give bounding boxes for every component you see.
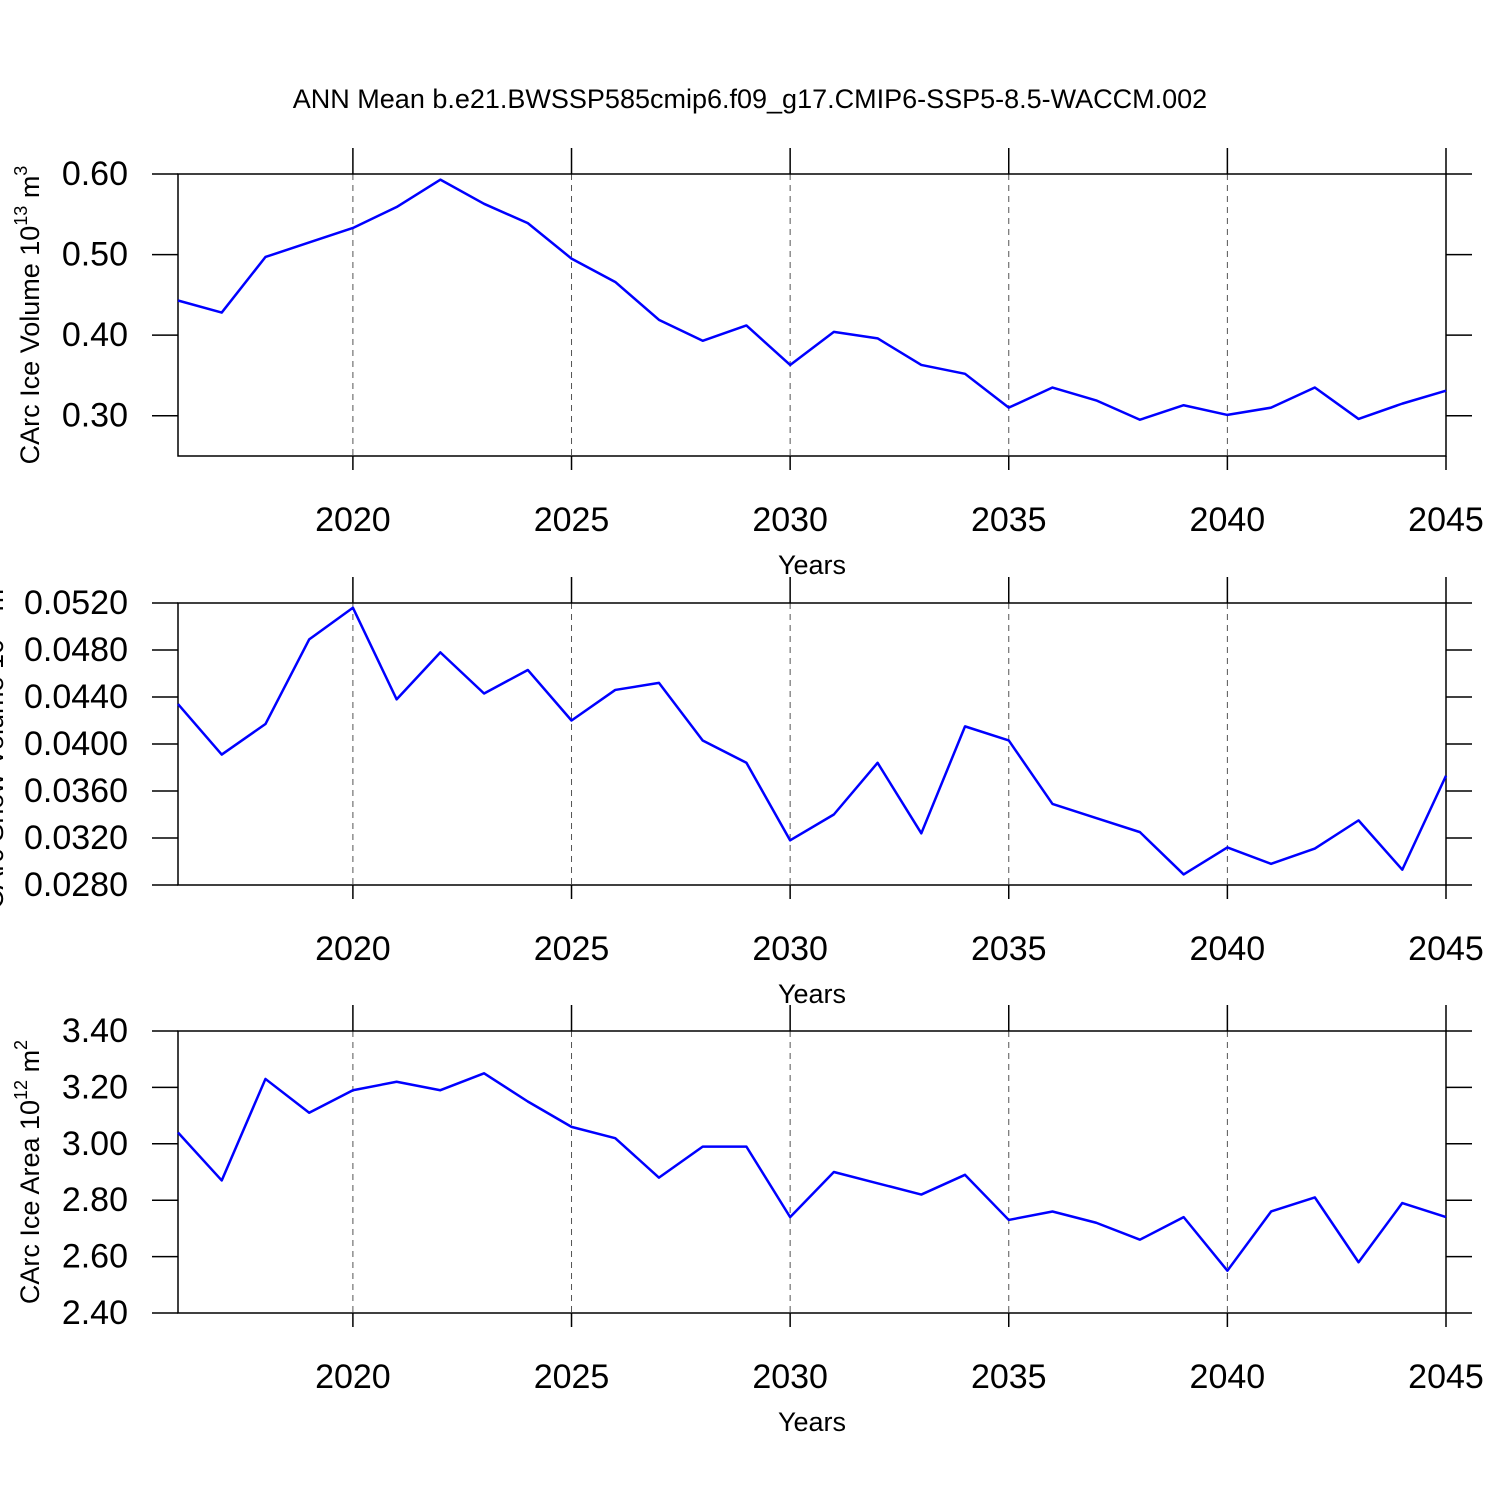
y-axis-label-part: CArc Ice Volume 10 xyxy=(15,226,45,465)
x-tick-label: 2045 xyxy=(1408,1358,1484,1396)
plot-frame xyxy=(177,602,1447,886)
x-tick-label: 2035 xyxy=(971,1358,1047,1396)
y-axis-label-part: 13 xyxy=(11,206,31,226)
y-axis-label-part: 12 xyxy=(11,1080,31,1100)
x-tick-label: 2020 xyxy=(315,1358,391,1396)
y-axis-label-part: CArc Ice Area 10 xyxy=(15,1100,45,1304)
x-tick-label: 2045 xyxy=(1408,930,1484,968)
x-tick-label: 2040 xyxy=(1190,930,1266,968)
y-axis-label: CArc Ice Volume 1013 m3 xyxy=(11,166,45,465)
y-tick-label: 0.40 xyxy=(62,316,128,354)
x-tick-label: 2025 xyxy=(534,1358,610,1396)
y-tick-label: 3.20 xyxy=(62,1068,128,1106)
panel: 2020 2025 2030 2035 2040 2045 0.0280 0.0320 0.03… xyxy=(0,577,1484,1009)
x-tick-label: 2035 xyxy=(971,930,1047,968)
y-axis-label-part: 2 xyxy=(11,1040,31,1050)
y-axis-label-part: m xyxy=(15,1050,45,1080)
y-axis-label-part: CArc Snow Volume 10 xyxy=(0,639,9,909)
y-axis-label: CArc Ice Area 1012 m2 xyxy=(11,1040,45,1304)
plot-frame xyxy=(177,173,1447,457)
x-tick-label: 2020 xyxy=(315,930,391,968)
y-tick-label: 0.0280 xyxy=(24,866,128,904)
x-axis-label: Years xyxy=(778,550,846,580)
y-axis-label-part: 3 xyxy=(11,166,31,176)
y-tick-label: 0.0440 xyxy=(24,678,128,716)
y-tick-label: 0.0520 xyxy=(24,584,128,622)
y-tick-label: 0.60 xyxy=(62,155,128,193)
y-axis-label-part: m xyxy=(15,176,45,206)
data-line xyxy=(177,606,1448,876)
x-tick-label: 2030 xyxy=(752,930,828,968)
y-tick-label: 2.60 xyxy=(62,1238,128,1276)
y-tick-label: 3.00 xyxy=(62,1125,128,1163)
y-tick-label: 2.40 xyxy=(62,1294,128,1332)
x-tick-label: 2025 xyxy=(534,930,610,968)
x-tick-label: 2020 xyxy=(315,501,391,539)
y-tick-label: 0.30 xyxy=(62,397,128,435)
x-tick-label: 2025 xyxy=(534,501,610,539)
y-tick-label: 0.0480 xyxy=(24,631,128,669)
y-tick-label: 0.0360 xyxy=(24,772,128,810)
panel: 2020 2025 2030 2035 2040 2045 2.40 2.60 2.80 3.00… xyxy=(11,1005,1484,1437)
y-tick-label: 2.80 xyxy=(62,1181,128,1219)
x-tick-label: 2040 xyxy=(1190,501,1266,539)
y-tick-label: 0.0320 xyxy=(24,819,128,857)
x-tick-label: 2030 xyxy=(752,501,828,539)
panel: 2020 2025 2030 2035 2040 2045 0.30 0.40 0.50 0.60… xyxy=(11,148,1484,580)
y-tick-label: 0.50 xyxy=(62,236,128,274)
x-tick-label: 2030 xyxy=(752,1358,828,1396)
y-tick-label: 3.40 xyxy=(62,1012,128,1050)
plot-frame xyxy=(177,1030,1447,1314)
data-line xyxy=(177,178,1447,421)
x-tick-label: 2040 xyxy=(1190,1358,1266,1396)
x-axis-label: Years xyxy=(778,1407,846,1437)
x-tick-label: 2035 xyxy=(971,501,1047,539)
y-axis-label: CArc Snow Volume 1013 m3 xyxy=(0,579,9,909)
data-line xyxy=(177,1072,1447,1272)
y-axis-label-part: m xyxy=(0,589,9,619)
chart-title: ANN Mean b.e21.BWSSP585cmip6.f09_g17.CMI… xyxy=(293,84,1207,114)
x-axis-label: Years xyxy=(778,979,846,1009)
y-tick-label: 0.0400 xyxy=(24,725,128,763)
x-tick-label: 2045 xyxy=(1408,501,1484,539)
